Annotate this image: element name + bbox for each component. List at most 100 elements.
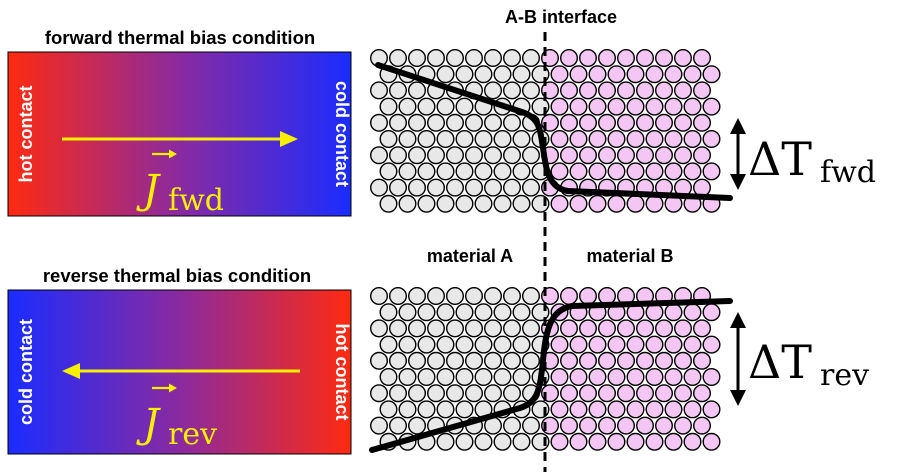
- material-a-atom: [370, 319, 389, 338]
- material-a-atom: [446, 178, 465, 197]
- material-b-atom: [645, 368, 664, 387]
- material-a-atom: [465, 384, 484, 403]
- material-a-atom: [398, 335, 417, 354]
- forward-delta-t-symbol: ΔT: [748, 132, 812, 186]
- material-b-atom: [550, 194, 569, 213]
- material-b-atom: [617, 319, 636, 338]
- material-b-atom: [607, 162, 626, 181]
- forward-panel-title: forward thermal bias condition: [45, 27, 315, 48]
- material-b-atom: [674, 351, 693, 370]
- material-a-atom: [446, 146, 465, 165]
- material-b-atom: [560, 351, 579, 370]
- material-a-atom: [417, 97, 436, 116]
- material-a-atom: [408, 384, 427, 403]
- material-a-atom: [474, 432, 493, 451]
- material-b-atom: [579, 351, 598, 370]
- material-a-atom: [398, 129, 417, 148]
- material-b-atom: [560, 113, 579, 132]
- material-a-atom: [436, 162, 455, 181]
- material-b-atom: [655, 49, 674, 68]
- material-b-atom: [588, 400, 607, 419]
- material-a-atom: [503, 351, 522, 370]
- reverse-delta-t-symbol: ΔT: [748, 335, 812, 389]
- material-b-atom: [702, 65, 721, 84]
- material-b-atom: [655, 319, 674, 338]
- material-a-atom: [417, 303, 436, 322]
- material-a-atom: [389, 319, 408, 338]
- material-b-atom: [550, 400, 569, 419]
- material-b-atom: [645, 129, 664, 148]
- material-a-label: material A: [427, 246, 513, 266]
- material-a-atom: [389, 178, 408, 197]
- material-b-atom: [569, 432, 588, 451]
- material-a-atom: [465, 146, 484, 165]
- material-b-atom: [550, 97, 569, 116]
- material-b-atom: [617, 351, 636, 370]
- material-a-atom: [503, 81, 522, 100]
- forward-vector-arrow-icon: [152, 149, 177, 159]
- material-a-atom: [493, 65, 512, 84]
- reverse-panel-title: reverse thermal bias condition: [43, 265, 311, 286]
- material-a-label-backing: [410, 240, 530, 272]
- forward-delta-t-subscript: fwd: [820, 155, 876, 190]
- material-a-atom: [379, 335, 398, 354]
- material-b-atom: [626, 368, 645, 387]
- material-b-atom: [569, 368, 588, 387]
- material-a-atom: [427, 113, 446, 132]
- material-a-atom: [446, 287, 465, 306]
- material-a-atom: [455, 65, 474, 84]
- material-b-atom: [626, 335, 645, 354]
- material-a-atom: [436, 335, 455, 354]
- material-a-atom: [408, 319, 427, 338]
- material-a-atom: [408, 178, 427, 197]
- material-a-atom: [436, 400, 455, 419]
- reverse-cold-contact-label: cold contact: [16, 319, 36, 425]
- material-b-atom: [569, 162, 588, 181]
- material-b-atom: [674, 49, 693, 68]
- material-b-atom: [598, 146, 617, 165]
- material-b-atom: [636, 384, 655, 403]
- material-a-atom: [522, 178, 541, 197]
- material-b-atom: [645, 97, 664, 116]
- material-b-atom: [664, 432, 683, 451]
- material-b-label: material B: [586, 246, 673, 266]
- material-a-atom: [493, 129, 512, 148]
- material-b-atom: [702, 303, 721, 322]
- material-b-atom: [579, 319, 598, 338]
- material-b-atom: [607, 335, 626, 354]
- material-b-atom: [626, 162, 645, 181]
- material-b-atom: [617, 384, 636, 403]
- material-b-atom: [550, 335, 569, 354]
- material-a-atom: [474, 65, 493, 84]
- material-a-atom: [474, 194, 493, 213]
- material-b-atom: [645, 335, 664, 354]
- material-b-atom: [598, 319, 617, 338]
- reverse-vector-arrow-icon: [152, 383, 177, 393]
- material-b-atom: [617, 49, 636, 68]
- material-b-atom: [588, 162, 607, 181]
- material-b-atom: [664, 97, 683, 116]
- material-b-atom: [588, 368, 607, 387]
- material-b-atom: [550, 65, 569, 84]
- material-a-atom: [522, 351, 541, 370]
- material-b-atom: [569, 129, 588, 148]
- material-a-atom: [522, 287, 541, 306]
- material-b-atom: [664, 400, 683, 419]
- material-a-atom: [379, 129, 398, 148]
- material-a-atom: [408, 113, 427, 132]
- material-b-atom: [693, 146, 712, 165]
- material-a-atom: [417, 162, 436, 181]
- material-b-atom: [636, 81, 655, 100]
- material-a-atom: [370, 81, 389, 100]
- forward-delta-t-arrow: [730, 118, 746, 190]
- material-b-atom: [683, 432, 702, 451]
- material-b-label-backing: [560, 240, 700, 272]
- material-b-atom: [607, 432, 626, 451]
- material-a-atom: [522, 49, 541, 68]
- reverse-heat-flux-arrow: [62, 363, 300, 379]
- material-a-atom: [427, 146, 446, 165]
- material-b-atom: [617, 113, 636, 132]
- material-a-atom: [493, 194, 512, 213]
- material-a-atom: [512, 129, 531, 148]
